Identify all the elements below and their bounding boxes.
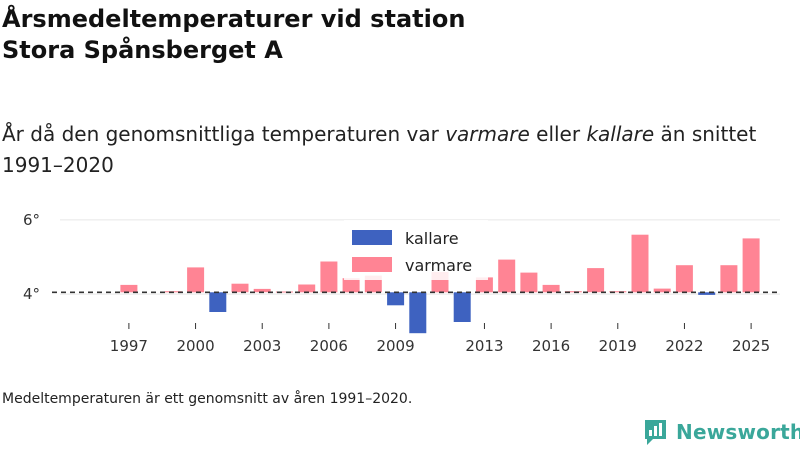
bar-2007 xyxy=(342,278,360,293)
y-tick-label-0: 4° xyxy=(23,285,40,303)
bar-2000 xyxy=(187,267,205,293)
bar-2022 xyxy=(675,265,693,293)
x-tick-label-2013: 2013 xyxy=(465,337,503,355)
bar-2004 xyxy=(275,291,293,293)
bar-2016 xyxy=(542,284,560,293)
footnote: Medeltemperaturen är ett genomsnitt av å… xyxy=(2,391,413,407)
y-tick-label-1: 6° xyxy=(23,211,40,229)
x-tick-label-2009: 2009 xyxy=(376,337,414,355)
x-tick-label-2019: 2019 xyxy=(599,337,637,355)
title-line-2: Stora Spånsberget A xyxy=(2,36,283,64)
bar-2025 xyxy=(742,238,760,293)
bar-2006 xyxy=(320,261,338,293)
bar-1997 xyxy=(120,284,138,293)
legend: kallare varmare xyxy=(344,220,488,280)
bar-2002 xyxy=(231,283,249,293)
x-tick-label-2003: 2003 xyxy=(243,337,281,355)
bar-2015 xyxy=(520,272,538,293)
bar-2023 xyxy=(698,292,716,295)
legend-label-kallare: kallare xyxy=(405,229,459,248)
subtitle-post: än snittet 1991–2020 xyxy=(2,122,757,177)
y-axis: 4° 6° xyxy=(23,211,40,303)
legend-swatch-kallare xyxy=(352,230,392,245)
bar-2021 xyxy=(653,288,671,293)
bar-2019 xyxy=(609,291,627,293)
x-axis: 1997 2000 2003 2006 2009 2013 2016 2019 2022 2025 xyxy=(110,323,770,355)
x-tick-label-2025: 2025 xyxy=(732,337,770,355)
bar-series xyxy=(120,234,760,334)
bar-2020 xyxy=(631,234,649,293)
bar-2012 xyxy=(453,292,471,322)
chart-title: Årsmedeltemperaturer vid station Stora S… xyxy=(2,4,562,66)
x-tick-label-2000: 2000 xyxy=(176,337,214,355)
subtitle-pre: År då den genomsnittliga temperaturen va… xyxy=(2,122,446,146)
bar-2013 xyxy=(475,277,493,293)
bar-2014 xyxy=(498,259,516,293)
bar-2017 xyxy=(564,291,582,293)
newsworthy-logo: Newsworthy xyxy=(643,418,800,446)
title-line-1: Årsmedeltemperaturer vid station xyxy=(2,5,466,33)
subtitle-warm-word: varmare xyxy=(445,122,530,146)
x-tick-label-2016: 2016 xyxy=(532,337,570,355)
subtitle-cold-word: kallare xyxy=(586,122,655,146)
bar-2003 xyxy=(253,288,271,293)
chart-subtitle: År då den genomsnittliga temperaturen va… xyxy=(2,119,782,181)
bar-2018 xyxy=(587,268,605,293)
subtitle-mid: eller xyxy=(529,122,587,146)
bar-2009 xyxy=(387,292,405,306)
bar-2001 xyxy=(209,292,227,312)
legend-label-varmare: varmare xyxy=(405,256,472,275)
bar-2005 xyxy=(298,284,316,293)
bar-2010 xyxy=(409,292,427,334)
bar-2024 xyxy=(720,265,738,293)
legend-swatch-varmare xyxy=(352,257,392,272)
x-tick-label-1997: 1997 xyxy=(110,337,148,355)
x-tick-label-2022: 2022 xyxy=(665,337,703,355)
newsworthy-logo-icon xyxy=(645,420,666,445)
x-tick-label-2006: 2006 xyxy=(310,337,348,355)
brand-name: Newsworthy xyxy=(676,420,800,444)
